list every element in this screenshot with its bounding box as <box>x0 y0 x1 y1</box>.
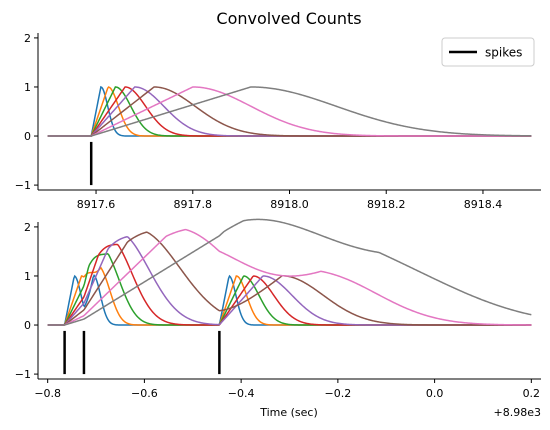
x-tick-label: 8917.6 <box>77 198 116 211</box>
x-axis-label: Time (sec) <box>259 406 318 419</box>
top-axes: −1 0 1 2 8917.6 8917.8 8918.0 8918.2 8918.4 <box>15 32 541 211</box>
series-line-8 <box>47 218 532 326</box>
x-tick-label: −0.8 <box>34 387 61 400</box>
x-tick-label: 8918.0 <box>270 198 309 211</box>
x-tick-label: 0.0 <box>426 387 444 400</box>
chart-title: Convolved Counts <box>216 9 361 28</box>
y-tick-label: 2 <box>24 32 31 45</box>
x-tick-label: 8918.2 <box>367 198 406 211</box>
legend: spikes <box>441 37 535 67</box>
x-offset-text: +8.98e3 <box>494 406 541 419</box>
y-tick-label: 2 <box>24 221 31 234</box>
x-tick-label: −0.6 <box>131 387 158 400</box>
x-tick-label: 8918.4 <box>464 198 503 211</box>
x-tick-label: −0.2 <box>325 387 352 400</box>
x-tick-label: 0.2 <box>523 387 541 400</box>
y-tick-label: 0 <box>24 130 31 143</box>
y-tick-label: 1 <box>24 81 31 94</box>
y-tick-label: −1 <box>15 368 31 381</box>
bottom-axes: −1 0 1 2 −0.8 −0.6 −0.4 −0.2 0.0 0.2 <box>15 218 541 400</box>
legend-box <box>441 37 535 67</box>
series-line-8 <box>47 86 532 137</box>
series-line-7 <box>47 228 532 326</box>
y-tick-label: 1 <box>24 270 31 283</box>
x-tick-label: −0.4 <box>228 387 255 400</box>
y-tick-label: 0 <box>24 319 31 332</box>
series-line-6 <box>47 231 532 326</box>
y-tick-label: −1 <box>15 179 31 192</box>
x-tick-label: 8917.8 <box>174 198 213 211</box>
series-line-7 <box>47 86 532 137</box>
legend-spikes-label: spikes <box>485 46 522 60</box>
